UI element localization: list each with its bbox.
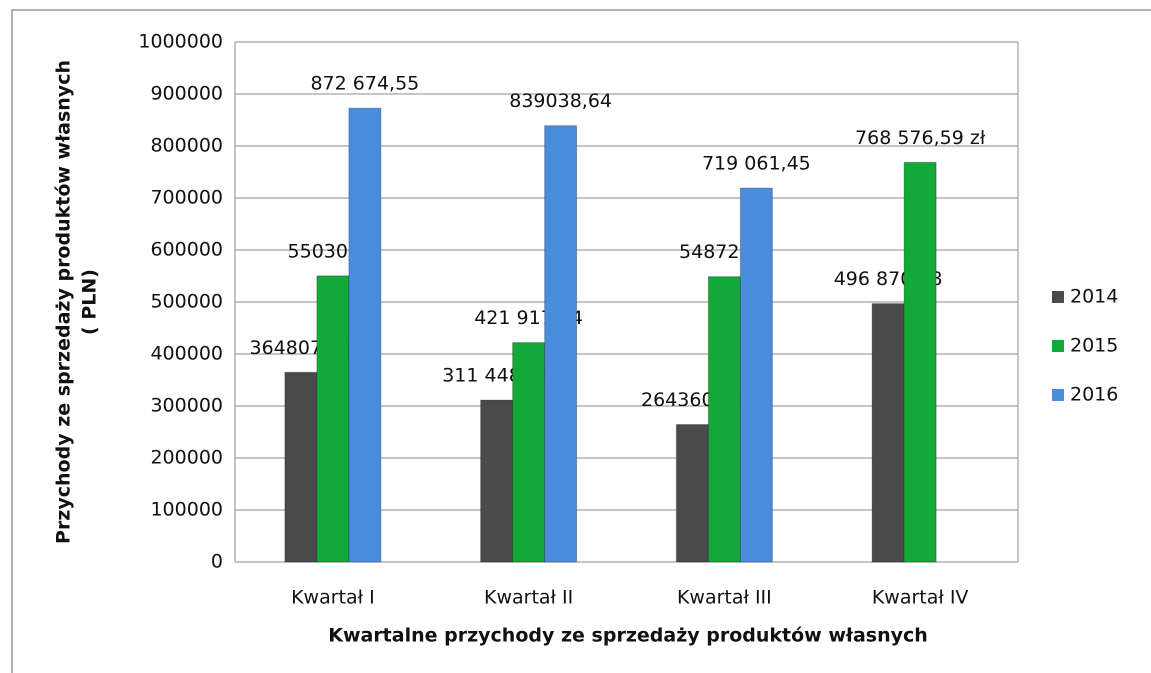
x-tick-label: Kwartał IV [872, 587, 969, 609]
x-tick-label: Kwartał I [291, 587, 375, 609]
bar [544, 125, 578, 563]
data-label: 719 061,45 [702, 153, 811, 175]
bar [512, 342, 546, 563]
y-tick-label: 800000 [150, 135, 223, 157]
legend-label: 2015 [1070, 335, 1118, 357]
legend-swatch [1052, 291, 1064, 303]
bar [707, 276, 741, 563]
x-axis-title: Kwartalne przychody ze sprzedaży produkt… [328, 625, 928, 647]
y-tick-label: 700000 [150, 187, 223, 209]
legend-swatch [1052, 389, 1064, 401]
bar [871, 303, 905, 563]
y-axis-title-line1: Przychody ze sprzedaży produktów własnyc… [53, 60, 75, 544]
bar [675, 424, 709, 563]
x-tick-label: Kwartał III [677, 587, 772, 609]
y-axis-title-line2: ( PLN) [79, 269, 101, 335]
legend-label: 2016 [1070, 384, 1118, 406]
y-tick-label: 200000 [150, 447, 223, 469]
x-tick-label: Kwartał II [484, 587, 573, 609]
y-tick-label: 500000 [150, 291, 223, 313]
y-tick-label: 0 [211, 551, 223, 573]
y-tick-label: 100000 [150, 499, 223, 521]
y-tick-label: 1000000 [138, 31, 223, 53]
bar [348, 107, 382, 563]
bar [739, 187, 773, 563]
data-label: 872 674,55 [310, 73, 419, 95]
legend-swatch [1052, 340, 1064, 352]
data-label: 839038,64 [509, 90, 612, 112]
data-label: 768 576,59 zł [855, 127, 986, 149]
bar [316, 275, 350, 563]
bar [480, 399, 514, 563]
bar [284, 371, 318, 563]
y-tick-label: 900000 [150, 83, 223, 105]
y-tick-label: 600000 [150, 239, 223, 261]
chart-frame [11, 9, 1151, 673]
y-tick-label: 300000 [150, 395, 223, 417]
bar [903, 161, 937, 563]
y-tick-label: 400000 [150, 343, 223, 365]
legend-label: 2014 [1070, 286, 1118, 308]
